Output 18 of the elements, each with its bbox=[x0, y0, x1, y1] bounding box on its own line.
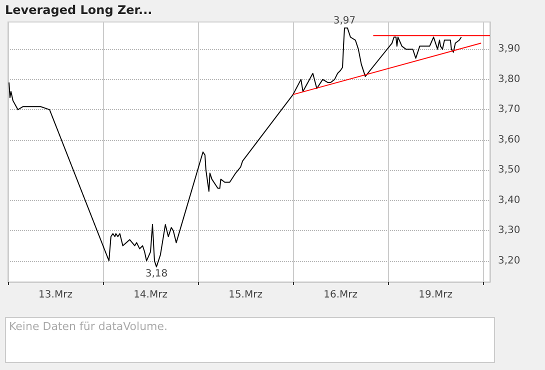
line-series bbox=[8, 28, 462, 268]
x-tick-label: 19.Mrz bbox=[418, 290, 453, 300]
x-tick-label: 13.Mrz bbox=[38, 290, 72, 300]
y-tick-label: 3,50 bbox=[498, 164, 520, 176]
x-tick-label: 14.Mrz bbox=[134, 290, 168, 300]
y-tick-label: 3,30 bbox=[498, 225, 520, 236]
chart-title: Leveraged Long Zer... bbox=[5, 3, 152, 17]
x-tick-label: 15.Mrz bbox=[228, 290, 262, 300]
y-tick-label: 3,40 bbox=[498, 194, 520, 206]
y-tick-label: 3,80 bbox=[498, 74, 520, 85]
y-tick-label: 3,20 bbox=[498, 255, 520, 266]
annotation: 3,18 bbox=[145, 268, 168, 280]
annotation: 3,97 bbox=[333, 16, 356, 27]
y-tick-label: 3,90 bbox=[498, 44, 520, 55]
x-tick-label: 16.Mrz bbox=[324, 290, 358, 300]
y-tick-label: 3,60 bbox=[498, 134, 520, 146]
y-tick-label: 3,70 bbox=[498, 104, 520, 116]
text: Keine Daten für dataVolume. bbox=[5, 317, 495, 363]
